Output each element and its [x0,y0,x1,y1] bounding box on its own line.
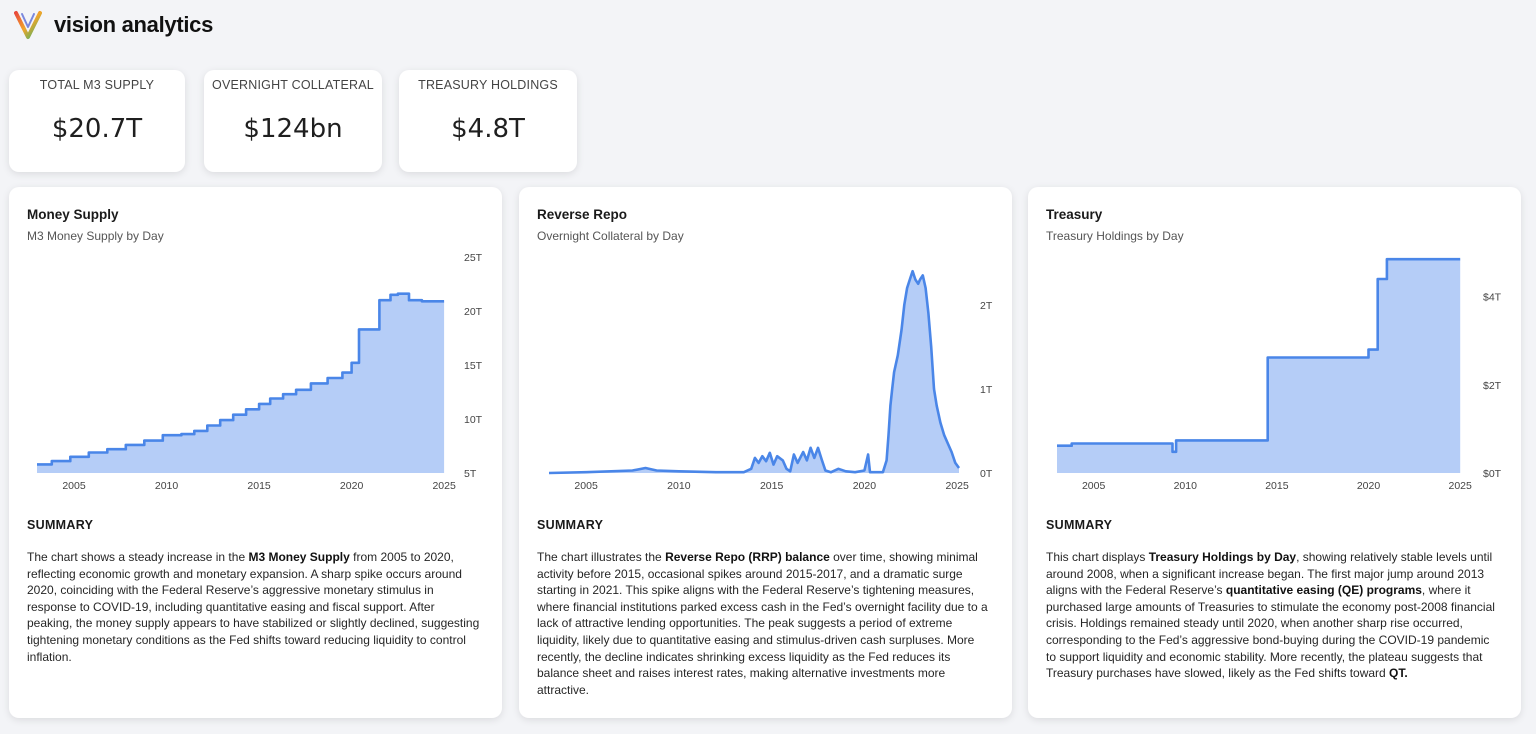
brand: vision analytics [14,10,213,40]
card-title: Reverse Repo [537,207,628,222]
series-area [1057,259,1461,473]
y-tick-label: 25T [464,252,483,264]
money-supply-chart: 2005 2010 2015 2020 2025 5T 10T 15T 20T 25T [37,252,483,492]
x-tick-label: 2010 [667,480,691,492]
vision-logo-icon [14,11,42,39]
x-tick-label: 2015 [760,480,784,492]
card-subtitle: Overnight Collateral by Day [537,229,684,243]
y-tick-label: $0T [1483,468,1502,480]
y-tick-label: 2T [980,300,993,312]
kpi-label: OVERNIGHT COLLATERAL [212,78,374,92]
y-tick-label: $4T [1483,292,1502,304]
y-tick-label: 10T [464,414,483,426]
x-tick-label: 2025 [432,480,456,492]
card-treasury: Treasury Treasury Holdings by Day 2005 20… [1028,187,1521,718]
treasury-chart: 2005 2010 2015 2020 2025 $0T $2T $4T [1057,257,1502,492]
x-tick-label: 2020 [853,480,877,492]
x-tick-label: 2020 [340,480,364,492]
series-area [37,293,445,473]
summary-text: The chart illustrates the Reverse Repo (… [537,550,988,697]
summary-heading: SUMMARY [1046,518,1113,532]
card-subtitle: Treasury Holdings by Day [1046,229,1184,243]
kpi-overnight-collateral: OVERNIGHT COLLATERAL $124bn [204,70,382,172]
summary-emphasis: quantitative easing (QE) programs [1225,583,1422,598]
card-reverse-repo: Reverse Repo Overnight Collateral by Day… [519,187,1012,718]
y-tick-label: 0T [980,468,993,480]
x-tick-label: 2005 [574,480,598,492]
x-tick-label: 2020 [1357,480,1381,492]
x-tick-label: 2025 [945,480,969,492]
summary-text: The chart shows a steady increase in the… [27,550,480,664]
y-tick-label: 1T [980,384,993,396]
kpi-value: $124bn [243,114,343,144]
card-title: Treasury [1046,207,1103,222]
app-title: vision analytics [54,12,214,37]
kpi-total-m3-supply: TOTAL M3 SUPPLY $20.7T [9,70,185,172]
x-tick-label: 2005 [1082,480,1106,492]
series-line [548,269,961,475]
y-tick-label: 5T [464,468,477,480]
kpi-value: $20.7T [51,114,143,144]
kpi-value: $4.8T [451,114,525,144]
summary-heading: SUMMARY [27,518,94,532]
y-tick-label: $2T [1483,380,1502,392]
y-tick-label: 15T [464,360,483,372]
x-tick-label: 2015 [247,480,271,492]
x-tick-label: 2025 [1448,480,1472,492]
x-tick-label: 2010 [155,480,179,492]
x-tick-label: 2005 [62,480,86,492]
summary-emphasis: QT. [1389,666,1408,681]
kpi-label: TREASURY HOLDINGS [418,78,558,92]
x-tick-label: 2010 [1174,480,1198,492]
y-tick-label: 20T [464,306,483,318]
summary-heading: SUMMARY [537,518,604,532]
card-title: Money Supply [27,207,119,222]
summary-emphasis: Treasury Holdings by Day [1148,550,1297,564]
series-line [37,292,445,466]
summary-emphasis: M3 Money Supply [248,550,350,564]
x-tick-label: 2015 [1265,480,1289,492]
kpi-label: TOTAL M3 SUPPLY [39,78,155,92]
card-money-supply: Money Supply M3 Money Supply by Day 2005… [9,187,502,718]
series-line [1057,257,1461,454]
kpi-treasury-holdings: TREASURY HOLDINGS $4.8T [399,70,577,172]
summary-text: This chart displays Treasury Holdings by… [1046,550,1495,681]
reverse-repo-chart: 2005 2010 2015 2020 2025 0T 1T 2T [548,269,993,492]
card-subtitle: M3 Money Supply by Day [27,229,164,243]
summary-emphasis: Reverse Repo (RRP) balance [665,550,830,564]
series-area [549,271,959,473]
